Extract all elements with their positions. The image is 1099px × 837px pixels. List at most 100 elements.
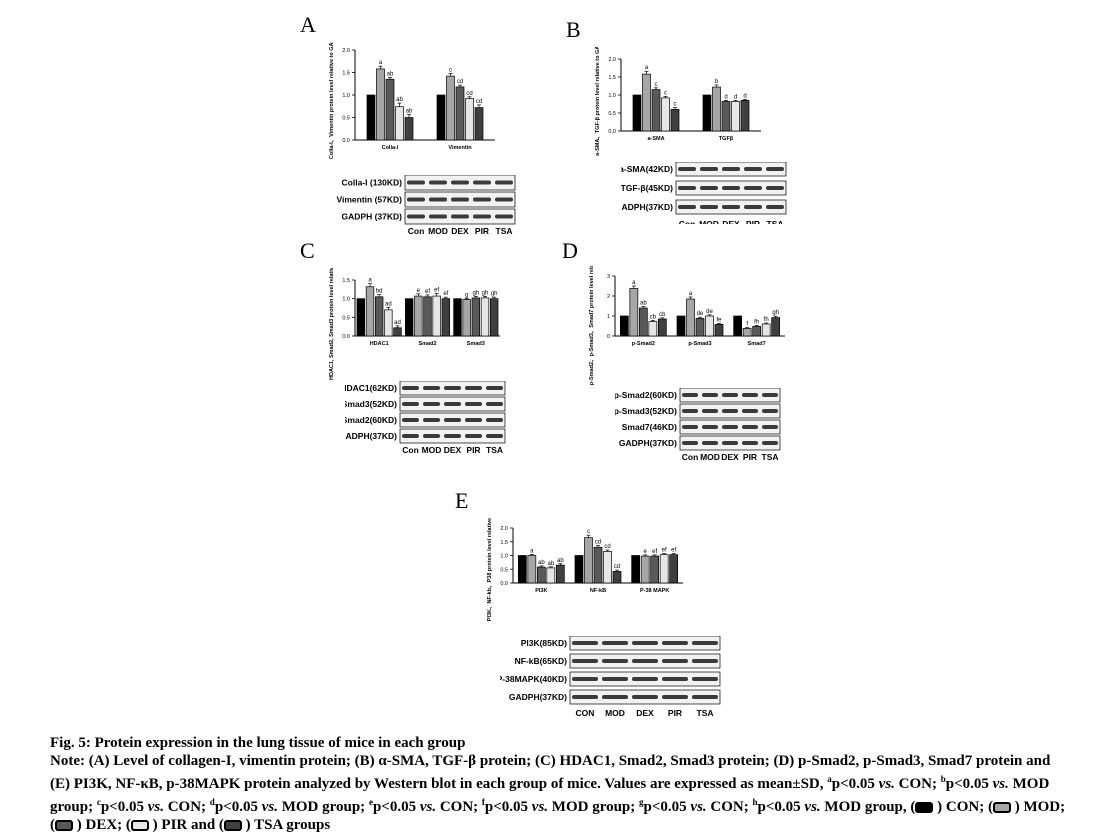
bar (546, 567, 556, 584)
bar (356, 298, 366, 337)
bar (374, 296, 384, 337)
blot-band (402, 434, 419, 438)
lane-label: DEX (721, 452, 739, 462)
sig-vs: vs. (419, 799, 437, 815)
blot-band (465, 418, 482, 422)
y-tick-label: 0.0 (608, 129, 616, 135)
western-blot: p-Smad2(60KD) p-Smad3(52KD) Smad7(46KD) GAD… (615, 388, 781, 462)
panel-b: B 0.0 0.5 1.0 1.5 2.0 a-SMA、TGF-β protein lev… (566, 12, 787, 224)
significance-label: ef (652, 549, 657, 555)
panel-letter: E (455, 488, 469, 513)
significance-label: cd (614, 564, 620, 570)
lane-label: PIR (466, 445, 480, 455)
sig-text: p<0.05 (372, 799, 420, 815)
blot-row-label: P-38MAPK(40KD) (500, 674, 567, 684)
blot-band (473, 180, 491, 185)
significance-label: c (674, 102, 677, 108)
bar (721, 101, 731, 132)
significance-label: d (734, 94, 737, 100)
y-axis-label: PI3K、NF-kb、P38 protein level relative to… (487, 518, 493, 621)
blot-band (572, 659, 598, 663)
significance-label: gh (491, 291, 498, 297)
y-tick-label: 1.5 (608, 75, 616, 81)
lane-label: Con (408, 226, 425, 235)
bar-chart: 0.0 0.5 1.0 1.5 HDAC1, Smad2, Smad3 protein … (329, 268, 500, 380)
bar (441, 298, 451, 337)
y-tick-label: 0.0 (342, 138, 350, 144)
significance-label: ab (387, 71, 394, 77)
lane-label: PIR (475, 226, 489, 235)
significance-label: bd (376, 289, 383, 295)
significance-label: cd (476, 99, 482, 105)
significance-label: ab (640, 301, 647, 307)
significance-label: a (368, 278, 372, 284)
lane-label: DEX (451, 226, 469, 235)
blot-band (662, 677, 688, 681)
significance-label: de (697, 311, 704, 317)
sig-vs: vs. (690, 799, 707, 815)
bar (619, 315, 629, 337)
lane-label: MOD (428, 226, 448, 235)
blot-band (632, 641, 658, 645)
y-tick-label: 1.0 (342, 93, 350, 99)
blot-band (572, 677, 598, 681)
blot-band (451, 214, 469, 219)
blot-band (451, 197, 469, 202)
sig-text: p<0.05 (214, 799, 262, 815)
bar (686, 298, 695, 337)
bar (446, 75, 455, 141)
blot-band (722, 425, 738, 429)
y-tick-label: 2 (607, 294, 610, 300)
blot-band (766, 205, 784, 209)
blot-band (744, 205, 762, 209)
significance-label: c (449, 67, 452, 73)
significance-label: f (746, 322, 748, 328)
bar (453, 298, 462, 337)
blot-row-label: Smad7(46KD) (622, 422, 677, 432)
y-tick-label: 2.0 (500, 526, 508, 532)
sig-vs: vs. (531, 799, 549, 815)
sig-vs: vs. (878, 776, 895, 792)
bar (733, 315, 743, 337)
y-axis-label: a-SMA、TGF-β protein level relative to GA… (595, 47, 601, 156)
bar (659, 554, 669, 584)
significance-label: cd (466, 91, 472, 97)
bar (593, 546, 603, 584)
bar (612, 571, 622, 584)
bar (517, 555, 527, 584)
bar (695, 318, 705, 337)
blot-band (682, 425, 698, 429)
blot-band (572, 641, 598, 645)
blot-row-label: GADPH (37KD) (342, 212, 403, 222)
significance-label: fe (716, 317, 722, 323)
bar (742, 328, 752, 337)
significance-label: a (645, 65, 649, 71)
sig-marker: d (209, 797, 215, 807)
western-blot: HDAC1(62KD) Smad3(52KD) Smad2(60KD) GADPH(3… (345, 381, 506, 455)
significance-label: a (632, 280, 636, 286)
bar (366, 94, 376, 141)
lane-label: TSA (767, 219, 784, 224)
x-category-label: Smad2 (418, 341, 436, 347)
bar (631, 555, 641, 584)
blot-band (495, 197, 513, 202)
blot-band (766, 167, 784, 171)
bar (489, 298, 499, 337)
blot-band (407, 197, 425, 202)
blot-band (722, 393, 738, 397)
panel-letter: D (562, 238, 578, 263)
blot-band (473, 214, 491, 219)
bar (384, 309, 393, 337)
bar (455, 86, 465, 141)
blot-band (486, 386, 503, 390)
blot-band (602, 659, 628, 663)
lane-label: PIR (746, 219, 760, 224)
blot-band (402, 402, 419, 406)
blot-band (742, 409, 758, 413)
bar-chart: 0.0 0.5 1.0 1.5 2.0 a-SMA、TGF-β protein level… (595, 47, 761, 156)
sig-marker: c (96, 797, 101, 807)
significance-label: d (724, 94, 727, 100)
significance-label: cb (659, 312, 666, 318)
significance-label: fh (754, 319, 759, 325)
bar (584, 537, 593, 584)
